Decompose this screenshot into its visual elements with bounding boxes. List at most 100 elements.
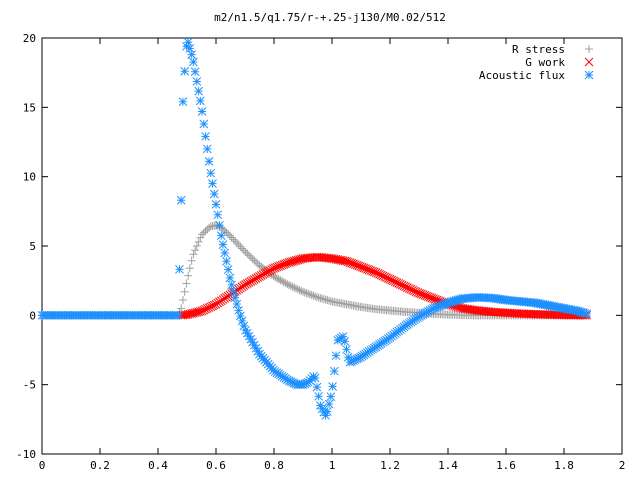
data-point — [189, 250, 198, 259]
data-point — [279, 278, 288, 287]
data-point — [216, 231, 226, 240]
data-point — [205, 223, 214, 232]
data-point — [278, 277, 287, 286]
legend-marker — [584, 57, 594, 67]
data-point — [328, 382, 337, 391]
data-point — [246, 253, 255, 262]
data-point — [292, 284, 301, 293]
data-point — [230, 293, 240, 303]
data-point — [185, 44, 195, 53]
x-tick-label: 1 — [329, 459, 336, 472]
data-point — [295, 255, 304, 264]
data-point — [456, 303, 466, 313]
data-point — [331, 254, 341, 264]
data-point — [195, 96, 205, 106]
data-point — [582, 309, 591, 319]
data-point — [218, 240, 228, 249]
plot-frame — [41, 37, 623, 455]
data-point — [220, 248, 230, 258]
data-point — [276, 276, 285, 285]
data-point — [178, 296, 187, 305]
data-point — [225, 273, 235, 283]
data-point — [338, 256, 348, 265]
data-point — [187, 50, 196, 59]
data-point — [326, 392, 336, 401]
data-point — [241, 248, 250, 257]
data-point — [180, 287, 189, 296]
data-point — [194, 307, 203, 317]
data-point — [310, 373, 320, 383]
data-point — [176, 195, 186, 205]
legend-marker — [584, 70, 594, 80]
legend-label: G work — [525, 56, 565, 69]
data-point — [286, 281, 295, 290]
x-tick-label: 0.8 — [264, 459, 284, 472]
data-point — [274, 275, 283, 284]
y-tick-label: -10 — [16, 448, 36, 461]
data-point — [175, 264, 184, 274]
data-point — [187, 256, 196, 265]
series-layer — [37, 37, 591, 420]
data-point — [312, 293, 321, 302]
data-point — [329, 366, 339, 376]
data-point — [329, 254, 339, 264]
data-point — [340, 256, 350, 266]
data-point — [194, 86, 203, 96]
data-point — [194, 237, 203, 246]
data-point — [324, 399, 334, 409]
data-point — [185, 309, 195, 319]
data-point — [190, 308, 200, 318]
data-point — [326, 254, 336, 263]
series-acoustic-flux — [37, 37, 591, 420]
data-point — [206, 168, 216, 178]
data-point — [204, 157, 214, 166]
y-tick-label: 20 — [23, 32, 36, 45]
data-point — [300, 288, 309, 297]
data-point — [309, 291, 318, 300]
data-point — [211, 200, 221, 209]
data-point — [291, 256, 301, 265]
data-point — [183, 310, 193, 319]
data-point — [222, 256, 231, 266]
chart-title: m2/n1.5/q1.75/r-+.25-j130/M0.02/512 — [214, 11, 446, 24]
data-point — [236, 242, 245, 251]
x-tick-label: 1.4 — [438, 459, 458, 472]
data-point — [180, 310, 190, 320]
data-point — [248, 254, 257, 263]
axes-layer: 0 0.2 0.4 0.6 0.8 1 1.2 1.4 1.6 1.8 2 -10 -5 0 5 10 15 20 — [16, 32, 625, 472]
series-g-work — [176, 252, 591, 320]
x-tick-label: 0.2 — [90, 459, 110, 472]
data-point — [243, 249, 252, 258]
data-point — [335, 255, 344, 265]
x-tick-label: 0.4 — [148, 459, 168, 472]
data-point — [190, 67, 200, 77]
data-point — [187, 309, 196, 318]
data-point — [184, 271, 193, 280]
data-point — [323, 407, 332, 416]
data-point — [455, 303, 464, 312]
data-point — [198, 230, 207, 239]
data-point — [192, 242, 201, 250]
data-point — [307, 291, 316, 300]
data-point — [272, 274, 281, 283]
data-point — [311, 292, 320, 301]
legend-label: Acoustic flux — [479, 69, 565, 82]
data-point — [229, 286, 238, 296]
x-tick-label: 1.6 — [496, 459, 516, 472]
data-point — [201, 227, 210, 236]
data-point — [191, 246, 200, 255]
data-point — [331, 351, 341, 361]
data-point — [297, 286, 306, 295]
data-point — [285, 281, 294, 290]
data-point — [242, 328, 252, 338]
data-point — [231, 237, 240, 246]
data-point — [245, 251, 254, 260]
data-point — [238, 244, 247, 253]
x-tick-label: 2 — [619, 459, 626, 472]
data-point — [192, 77, 202, 86]
data-point — [199, 228, 208, 237]
legend-label: R stress — [512, 43, 565, 56]
data-point — [250, 256, 259, 265]
data-point — [189, 57, 198, 67]
